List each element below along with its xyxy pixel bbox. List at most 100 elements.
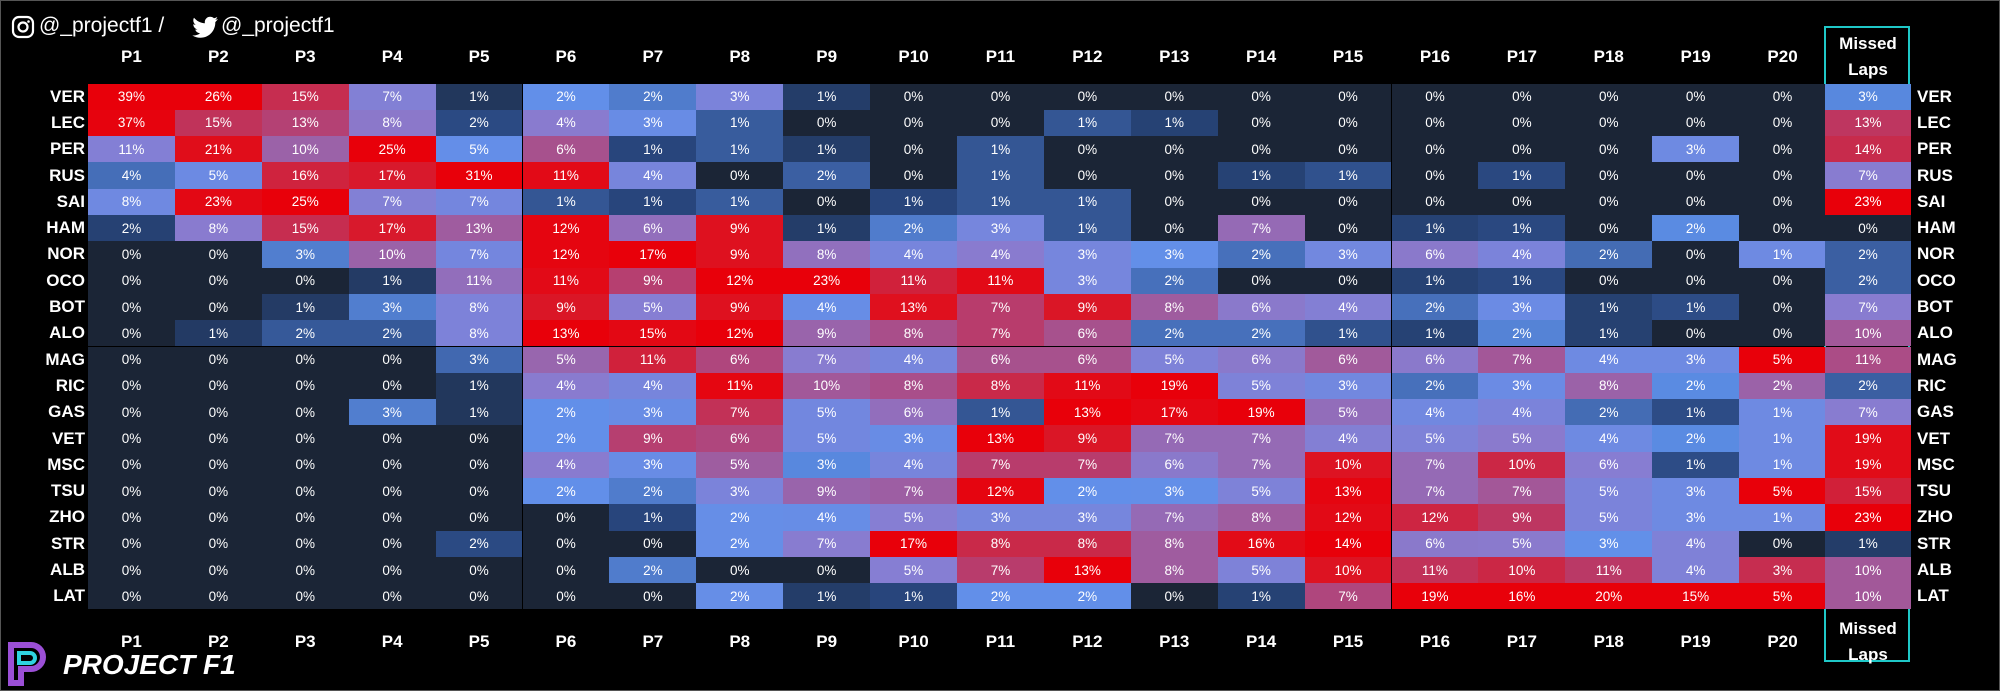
cell-label: 12%: [726, 325, 754, 341]
cell-label: 5%: [1338, 404, 1358, 420]
cell-label: 7%: [990, 562, 1011, 578]
heatmap-cell: 4%: [1652, 530, 1740, 557]
heatmap-cell: 2%: [435, 530, 523, 557]
heatmap-cell: 0%: [261, 267, 349, 294]
cell-label: 4%: [1598, 352, 1619, 368]
column-footer: P3: [294, 631, 316, 651]
cell-label: 0%: [1164, 194, 1184, 210]
heatmap-cell: 2%: [1739, 372, 1826, 400]
heatmap-cell: 4%: [609, 162, 697, 189]
cell-label: 4%: [121, 168, 142, 184]
heatmap-cell: 0%: [1652, 241, 1740, 268]
heatmap-cell: 1%: [957, 399, 1044, 426]
cell-label: 0%: [1164, 588, 1184, 604]
cell-label: 0%: [1251, 273, 1271, 289]
heatmap-cell: 4%: [870, 241, 957, 268]
cell-label: 0%: [1598, 168, 1619, 184]
heatmap-cell: 5%: [1565, 504, 1653, 531]
cell-label: 12%: [552, 220, 580, 236]
heatmap-cell: 0%: [88, 451, 175, 478]
cell-label: 0%: [729, 168, 750, 184]
cell-label: 6%: [729, 431, 750, 447]
heatmap-cell: 11%: [1565, 556, 1653, 584]
cell-label: 7%: [382, 89, 402, 105]
cell-label: 13%: [986, 431, 1014, 447]
cell-label: 6%: [1077, 325, 1098, 341]
cell-label: 13%: [465, 220, 493, 236]
heatmap-cell: 0%: [1739, 320, 1826, 347]
heatmap-cell: 8%: [1130, 530, 1218, 557]
instagram-icon: [11, 15, 35, 39]
heatmap-cell: 0%: [88, 320, 175, 347]
cell-label: 6%: [1425, 246, 1445, 262]
cell-label: 0%: [1164, 220, 1184, 236]
heatmap-cell: 3%: [957, 215, 1044, 242]
heatmap-cell: 7%: [435, 241, 523, 268]
heatmap-cell: 0%: [1304, 188, 1392, 215]
row-label-right: ALB: [1917, 560, 1952, 580]
cell-label: 10%: [1854, 325, 1882, 341]
heatmap-cell: 0%: [783, 556, 871, 584]
cell-label: 2%: [903, 220, 924, 236]
column-header: P12: [1072, 47, 1103, 66]
heatmap-cell: 6%: [1217, 293, 1305, 321]
cell-label: 9%: [729, 299, 750, 315]
cell-label: 15%: [204, 115, 232, 131]
cell-label: 0%: [382, 457, 402, 473]
row-label-right: HAM: [1917, 218, 1956, 238]
heatmap-cell: 9%: [609, 425, 697, 452]
cell-label: 4%: [1338, 299, 1358, 315]
heatmap-cell: 0%: [1478, 83, 1566, 110]
cell-label: 0%: [208, 273, 229, 289]
cell-label: 26%: [204, 89, 232, 105]
row-label: ALO: [49, 323, 85, 343]
cell-label: 7%: [816, 536, 837, 552]
heatmap-cell: 12%: [522, 241, 610, 268]
heatmap-cell: 6%: [609, 215, 697, 242]
heatmap-cell: 0%: [348, 346, 436, 373]
cell-label: 0%: [382, 431, 402, 447]
column-header: P16: [1419, 47, 1451, 66]
cell-label: 5%: [903, 509, 924, 525]
heatmap-cell: 1%: [435, 399, 523, 426]
cell-label: 23%: [204, 194, 232, 210]
heatmap-cell: 5%: [1739, 583, 1826, 610]
row-label-right: ALO: [1917, 323, 1953, 343]
cell-label: 0%: [121, 246, 142, 262]
heatmap-cell: 25%: [348, 136, 436, 163]
row-label-right: LAT: [1917, 586, 1949, 606]
column-header: P8: [729, 47, 751, 66]
cell-label: 4%: [1512, 404, 1532, 420]
heatmap-cell: 1%: [696, 109, 784, 137]
cell-label: 0%: [208, 299, 229, 315]
cell-label: 4%: [903, 457, 924, 473]
cell-label: 0%: [1251, 89, 1271, 105]
cell-label: 3%: [1338, 378, 1358, 394]
heatmap-cell: 13%: [522, 320, 610, 347]
cell-label: 0%: [1772, 220, 1793, 236]
cell-label: 6%: [1425, 536, 1445, 552]
heatmap-cell: 5%: [1391, 425, 1479, 452]
cell-label: 0%: [1338, 89, 1358, 105]
cell-label: 0%: [121, 509, 142, 525]
cell-label: 0%: [121, 299, 142, 315]
heatmap-cell: 0%: [1739, 83, 1826, 110]
heatmap-cell: 0%: [696, 556, 784, 584]
heatmap-cell: 0%: [88, 293, 175, 321]
heatmap-cell: 1%: [783, 215, 871, 242]
cell-label: 0%: [1772, 325, 1793, 341]
cell-label: 37%: [117, 115, 145, 131]
heatmap-cell: 12%: [1391, 504, 1479, 531]
cell-label: 7%: [469, 194, 489, 210]
row-label: GAS: [48, 402, 85, 422]
row-label-right: RIC: [1917, 375, 1947, 395]
heatmap-cell: 0%: [1217, 267, 1305, 294]
heatmap-cell: 10%: [348, 241, 436, 268]
heatmap-cell: 11%: [88, 136, 175, 163]
cell-label: 2%: [295, 325, 315, 341]
cell-label: 7%: [729, 404, 750, 420]
row-label: VER: [50, 86, 85, 106]
cell-label: 2%: [729, 509, 750, 525]
cell-label: 3%: [469, 352, 489, 368]
cell-label: 0%: [643, 536, 663, 552]
